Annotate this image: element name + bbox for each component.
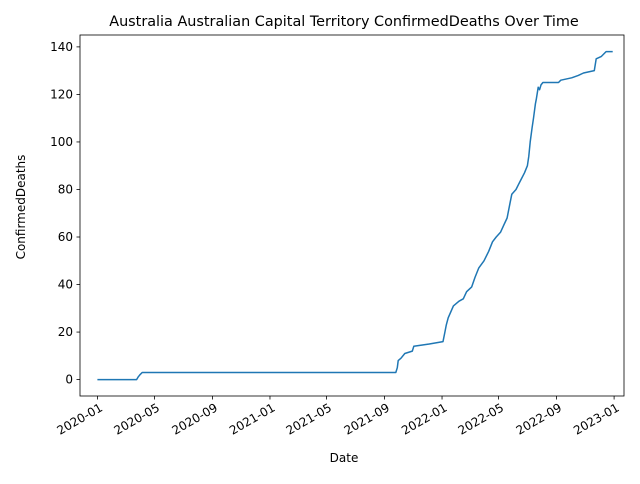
x-tick-label: 2021-01 — [227, 400, 277, 437]
y-tick-label: 0 — [65, 373, 73, 387]
y-axis-label: ConfirmedDeaths — [14, 155, 28, 260]
y-tick-label: 80 — [58, 182, 73, 196]
y-tick-label: 40 — [58, 278, 73, 292]
y-tick-label: 120 — [50, 87, 73, 101]
x-axis-label: Date — [330, 451, 359, 465]
y-axis: 0 20 40 60 80 100 120 140 — [50, 40, 80, 387]
series-line — [97, 50, 613, 381]
y-tick-label: 140 — [50, 40, 73, 54]
x-tick-label: 2020-01 — [55, 400, 105, 437]
plot-frame — [79, 34, 625, 397]
x-tick-label: 2020-09 — [170, 400, 220, 437]
y-tick-label: 60 — [58, 230, 73, 244]
x-tick-label: 2022-01 — [399, 400, 449, 437]
x-axis: 2020-01 2020-05 2020-09 2021-01 2021-05 2021-… — [55, 396, 622, 438]
plot-area — [79, 34, 625, 397]
x-tick-label: 2022-09 — [514, 400, 564, 437]
chart-title: Australia Australian Capital Territory C… — [109, 14, 579, 30]
y-tick-label: 100 — [50, 135, 73, 149]
y-tick-label: 20 — [58, 325, 73, 339]
x-tick-label: 2023-01 — [571, 400, 621, 437]
x-tick-label: 2020-05 — [112, 400, 162, 437]
x-tick-label: 2021-05 — [284, 400, 334, 437]
x-tick-label: 2021-09 — [342, 400, 392, 437]
x-tick-label: 2022-05 — [456, 400, 506, 437]
